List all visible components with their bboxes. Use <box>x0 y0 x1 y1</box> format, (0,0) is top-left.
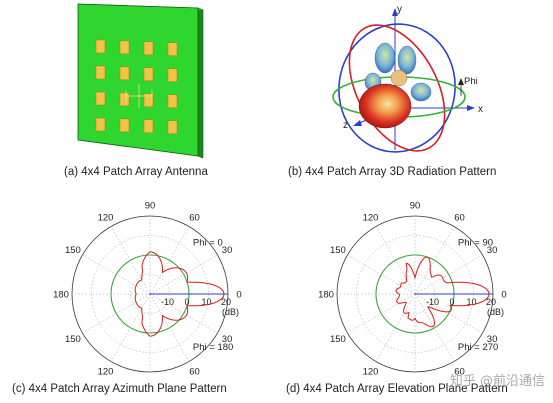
radiation-3d-figure: y x z Phi <box>332 4 483 153</box>
angle-label: 60 <box>189 367 200 378</box>
panel-patch-array-antenna <box>60 0 230 160</box>
patch-array-antenna-figure <box>77 3 204 159</box>
azimuth-polar-plot: 90 60 30 0 120 150 180 150 120 90 60 30 -10 0 10 20(dB)… <box>53 201 242 390</box>
grid-spoke <box>110 293 151 362</box>
ring-label: 20 <box>486 297 496 307</box>
grid-spoke <box>82 293 151 334</box>
angle-label: 90 <box>410 379 421 381</box>
grid-spoke <box>375 293 416 362</box>
angle-label: 90 <box>145 379 156 381</box>
polar-grid-d: 90 60 30 0 120 150 180 150 120 90 60 30 -10 0 10 20(dB)… <box>318 201 507 390</box>
ring-label: 20 <box>221 297 231 307</box>
angle-label: 150 <box>65 334 81 345</box>
angle-label: 180 <box>318 290 334 301</box>
main-lobe <box>358 83 412 129</box>
y-axis-label: y <box>397 4 402 15</box>
pattern-curve <box>395 256 490 328</box>
grid-spoke <box>149 226 190 295</box>
patch-element <box>95 91 106 106</box>
ring-label: 10 <box>466 297 476 307</box>
angle-label: 30 <box>487 334 498 345</box>
patch-element <box>119 118 130 133</box>
grid-spoke <box>149 293 218 334</box>
grid-spoke <box>149 293 190 362</box>
angle-label: 0 <box>236 290 241 301</box>
patch-element <box>143 93 154 108</box>
elevation-polar-plot: 90 60 30 0 120 150 180 150 120 90 60 30 -10 0 10 20(dB)… <box>318 201 507 390</box>
watermark: 知乎 @前沿通信 <box>449 374 545 389</box>
panel-azimuth-pattern: 90 60 30 0 120 150 180 150 120 90 60 30 -10 0 10 20(dB)… <box>30 200 280 390</box>
caption-c: (c) 4x4 Patch Array Azimuth Plane Patter… <box>12 383 227 395</box>
grid-spoke <box>414 226 455 295</box>
grid-spoke <box>347 254 416 295</box>
patch-element <box>167 120 178 134</box>
grid-spoke <box>347 293 416 334</box>
grid-spoke <box>414 254 483 295</box>
ring-label: 0 <box>449 297 454 307</box>
angle-label: 60 <box>454 367 465 378</box>
grid-spoke <box>375 226 416 295</box>
grid-spoke <box>82 254 151 295</box>
feed-network <box>125 84 153 108</box>
unit-label: (dB) <box>487 307 504 317</box>
ring-label: 0 <box>184 297 189 307</box>
grid-spoke <box>110 226 151 295</box>
blue-circle <box>338 23 456 153</box>
patch-element <box>95 39 106 54</box>
phi-label: Phi <box>464 76 478 87</box>
grid-spoke <box>149 254 218 295</box>
angle-label: 0 <box>501 290 506 301</box>
grid-spoke <box>414 293 455 362</box>
angle-label: 120 <box>98 212 114 223</box>
patch-element <box>143 119 154 134</box>
patch-element <box>95 117 106 132</box>
angle-label: 180 <box>53 290 69 301</box>
grid-spoke <box>414 293 483 334</box>
ring-label: -10 <box>161 297 174 307</box>
patch-element <box>167 94 178 108</box>
ring-label: -10 <box>426 297 439 307</box>
angle-label: 150 <box>330 245 346 256</box>
angle-label: 120 <box>98 367 114 378</box>
angle-label: 60 <box>189 212 200 223</box>
substrate-board <box>77 3 199 157</box>
x-axis-label: x <box>478 104 483 115</box>
polar-grid-c: 90 60 30 0 120 150 180 150 120 90 60 30 -10 0 10 20(dB)… <box>53 201 242 390</box>
panel-3d-radiation-pattern: y x z Phi <box>315 0 505 165</box>
angle-label: 150 <box>65 245 81 256</box>
angle-label: 30 <box>487 245 498 256</box>
patch-element <box>167 68 178 82</box>
angle-label: 30 <box>222 245 233 256</box>
patch-element <box>119 40 130 55</box>
angle-label: 90 <box>145 201 156 212</box>
angle-label: 120 <box>363 367 379 378</box>
angle-label: 120 <box>363 212 379 223</box>
phi-bottom-label: Phi = 180 <box>193 342 233 353</box>
z-axis-label: z <box>343 120 348 131</box>
patch-elements <box>95 39 178 134</box>
caption-b: (b) 4x4 Patch Array 3D Radiation Pattern <box>288 166 497 178</box>
phi-bottom-label: Phi = 270 <box>458 342 498 353</box>
patch-element <box>119 66 130 81</box>
angle-label: 60 <box>454 212 465 223</box>
panel-elevation-pattern: 90 60 30 0 120 150 180 150 120 90 60 30 -10 0 10 20(dB)… <box>290 200 550 390</box>
pattern-curve <box>134 251 225 337</box>
angle-label: 90 <box>410 201 421 212</box>
caption-a: (a) 4x4 Patch Array Antenna <box>64 166 208 178</box>
caption-d: (d) 4x4 Patch Array Elevation Plane Patt… <box>286 383 508 395</box>
phi-top-label: Phi = 90 <box>458 238 493 249</box>
angle-label: 30 <box>222 334 233 345</box>
ring-label: 10 <box>201 297 211 307</box>
angle-label: 150 <box>330 334 346 345</box>
patch-element <box>143 41 154 56</box>
patch-element <box>143 67 154 82</box>
patch-element <box>119 92 130 107</box>
patch-element <box>95 65 106 80</box>
unit-label: (dB) <box>222 307 239 317</box>
patch-element <box>167 42 178 56</box>
phi-top-label: Phi = 0 <box>193 238 223 249</box>
